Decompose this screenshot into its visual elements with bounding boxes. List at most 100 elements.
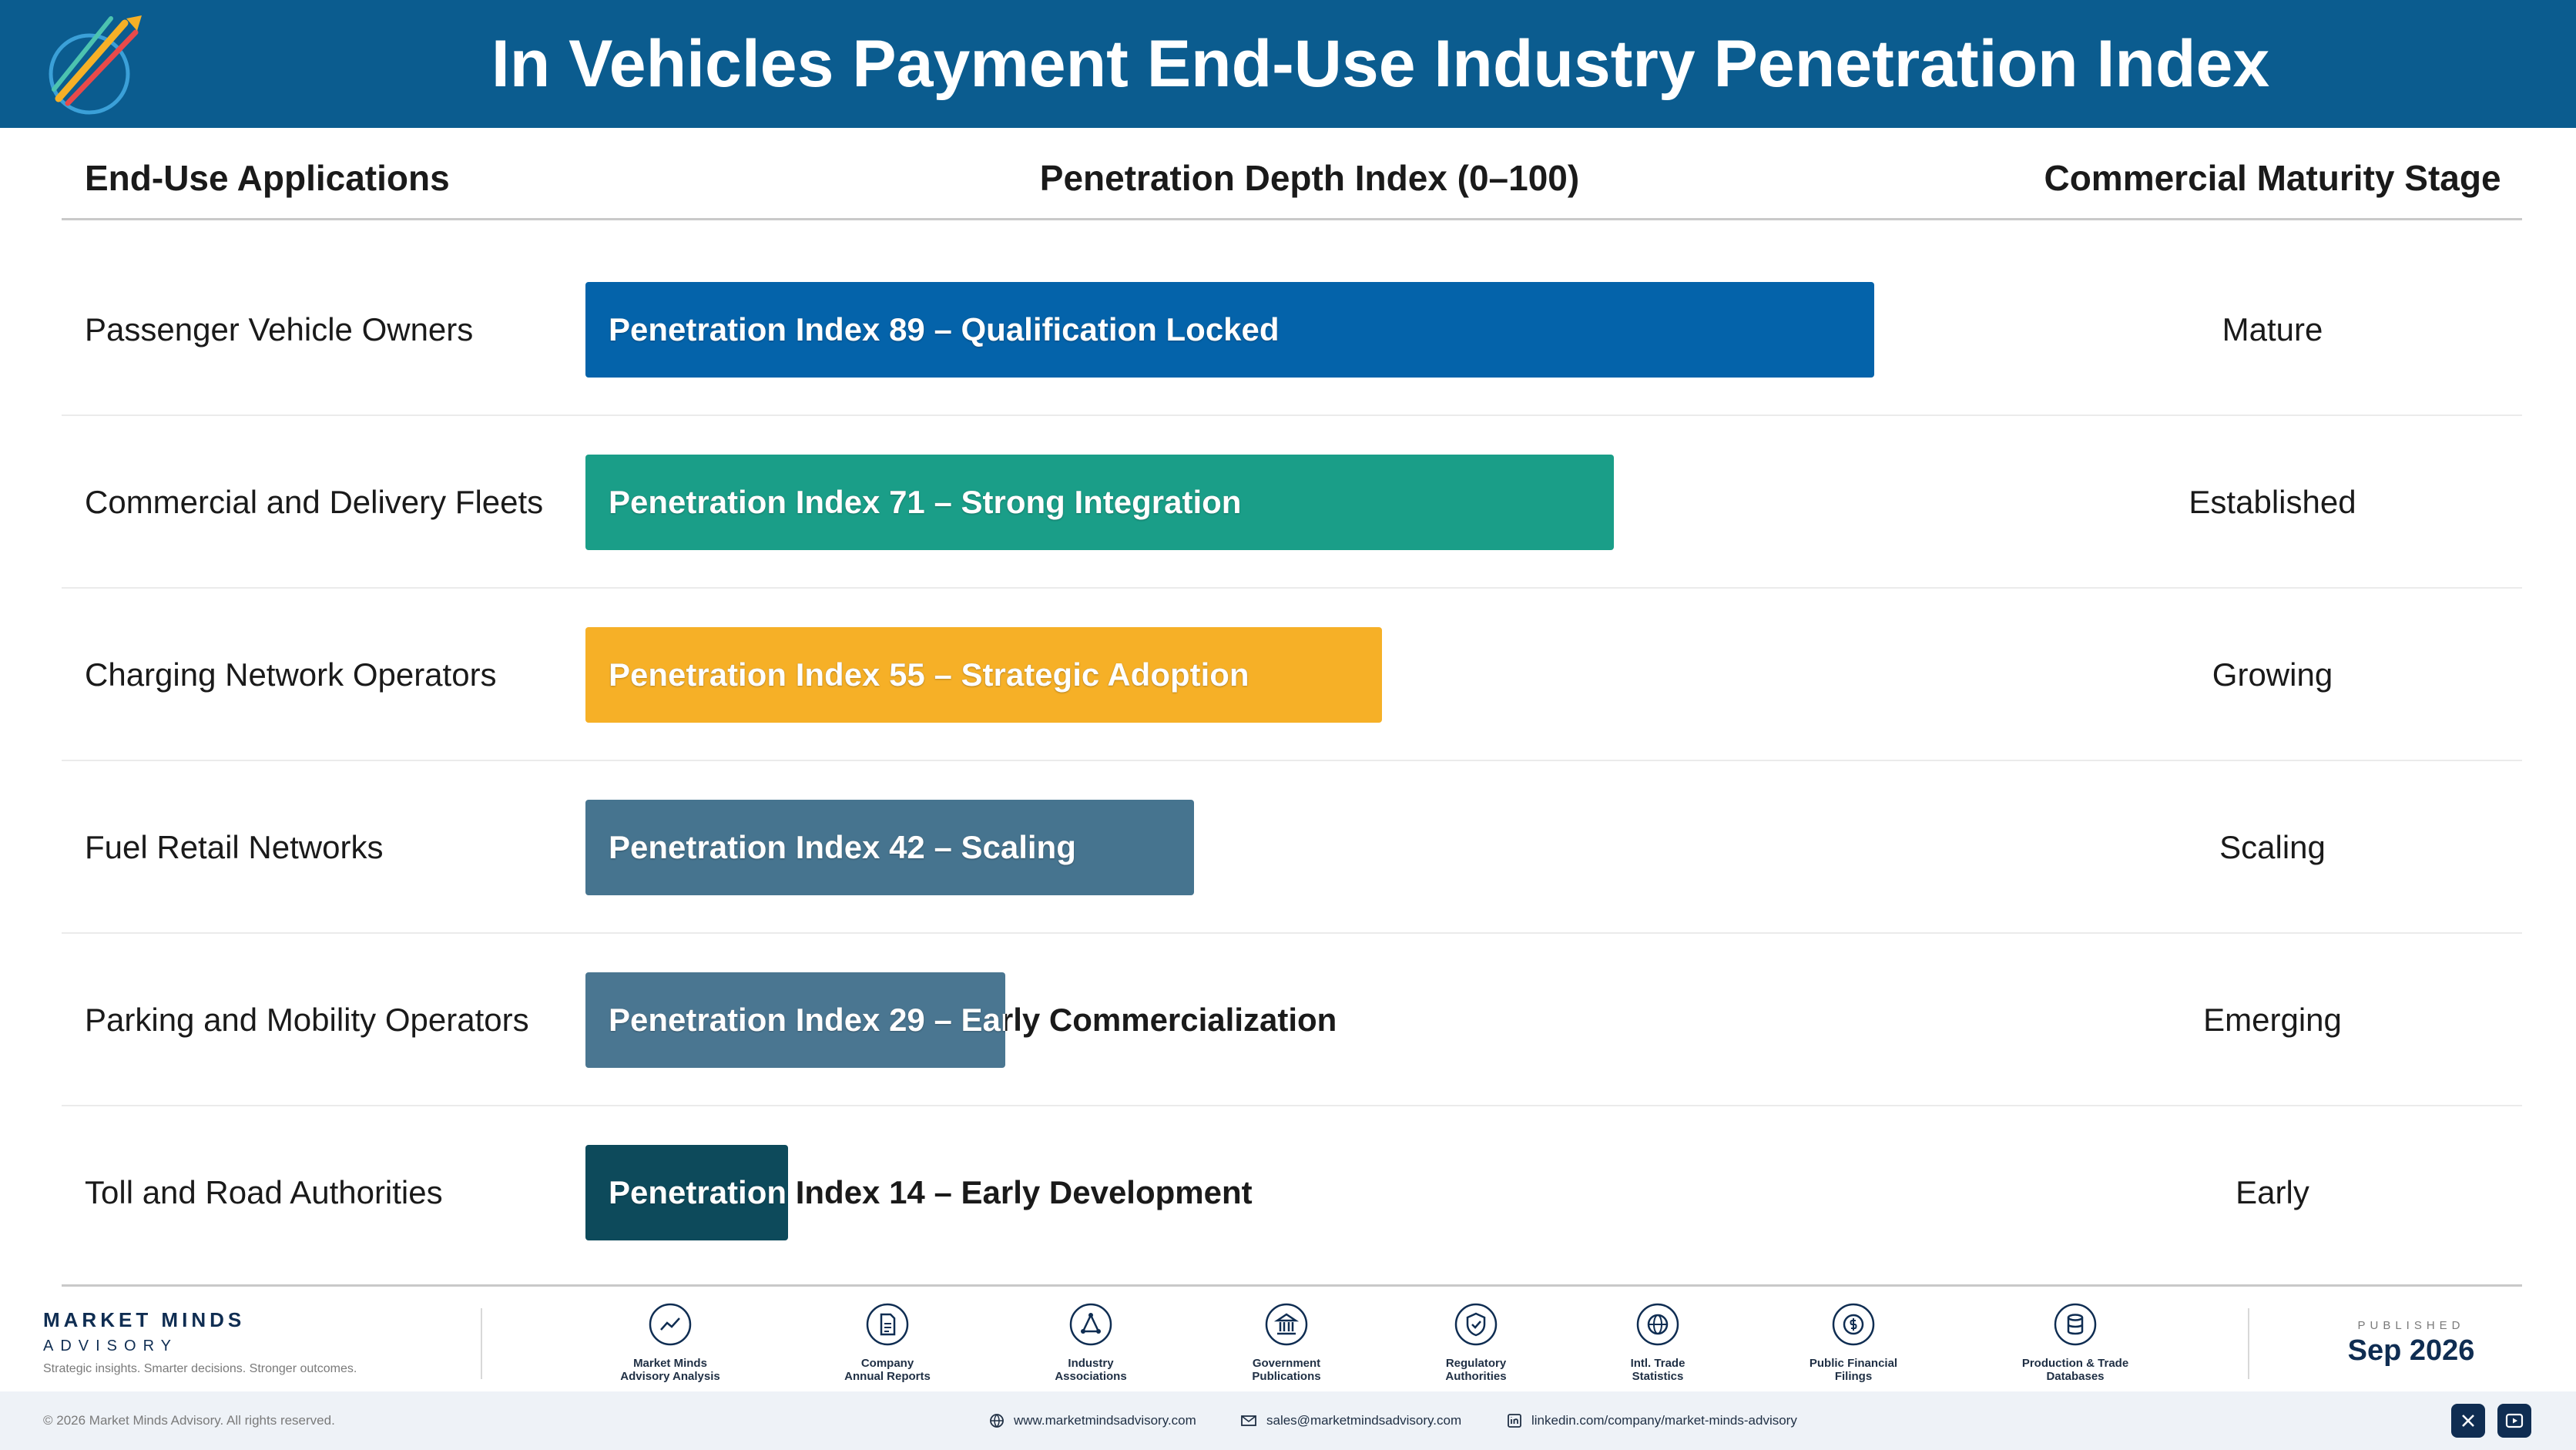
globe-icon: [1636, 1303, 1679, 1346]
page-title: In Vehicles Payment End-Use Industry Pen…: [491, 27, 2270, 101]
brand-tagline: Strategic insights. Smarter decisions. S…: [43, 1362, 357, 1375]
bar: [585, 282, 1874, 378]
government-building-icon: [1265, 1303, 1308, 1346]
bar: [585, 455, 1614, 550]
source-item: Regulatory Authorities: [1391, 1302, 1561, 1383]
source-label-line2: Databases: [2046, 1370, 2105, 1383]
footer-divider: [2248, 1308, 2249, 1379]
maturity-stage: Emerging: [2203, 1002, 2342, 1038]
column-header-applications: End-Use Applications: [85, 158, 450, 198]
category-label: Commercial and Delivery Fleets: [85, 484, 544, 520]
bar-label: Penetration Index 14 – Early Development: [609, 1174, 1253, 1210]
category-label: Parking and Mobility Operators: [85, 1002, 529, 1038]
bar-label-overlay: Penetration Index 29 – Early Commerciali…: [609, 1002, 1005, 1038]
bar: [585, 972, 1005, 1068]
footer-divider: [481, 1308, 482, 1379]
database-icon: [2054, 1303, 2097, 1346]
website-link[interactable]: www.marketmindsadvisory.com: [989, 1391, 1196, 1450]
linkedin-link[interactable]: linkedin.com/company/market-minds-adviso…: [1507, 1391, 1797, 1450]
email-link[interactable]: sales@marketmindsadvisory.com: [1240, 1391, 1461, 1450]
category-label: Fuel Retail Networks: [85, 829, 384, 865]
document-icon: [866, 1303, 909, 1346]
row-divider: [62, 415, 2522, 416]
bar-label: Penetration Index 29 – Early Commerciali…: [609, 1002, 1337, 1038]
source-item: Intl. Trade Statistics: [1573, 1302, 1742, 1383]
linkedin-icon: [1508, 1414, 1521, 1428]
logo-icon: [49, 15, 142, 115]
youtube-logo-icon: [2505, 1413, 2524, 1428]
linkedin-text: linkedin.com/company/market-minds-adviso…: [1531, 1413, 1797, 1428]
brand-subtitle: ADVISORY: [43, 1338, 178, 1354]
source-label-line2: Statistics: [1632, 1370, 1684, 1383]
coin-icon: [1832, 1303, 1875, 1346]
chart-row: Fuel Retail Networks Penetration Index 42…: [62, 761, 2522, 934]
bar: [585, 627, 1382, 723]
maturity-stage: Mature: [2222, 311, 2323, 347]
row-divider: [62, 587, 2522, 589]
chart-bottom-divider: [62, 1284, 2522, 1287]
x-logo-icon: [2462, 1415, 2474, 1427]
chart-line-icon: [649, 1303, 692, 1346]
category-label: Passenger Vehicle Owners: [85, 311, 474, 347]
bar-label: Penetration Index 71 – Strong Integratio…: [609, 484, 1242, 520]
maturity-stage: Scaling: [2219, 829, 2326, 865]
bar-label-overlay: Penetration Index 42 – Scaling: [609, 829, 1076, 865]
website-text: www.marketmindsadvisory.com: [1014, 1413, 1196, 1428]
maturity-stage: Early: [2236, 1174, 2309, 1210]
header-divider: [62, 218, 2522, 220]
source-label-line1: Intl. Trade: [1630, 1357, 1685, 1370]
brand-name: MARKET MINDS: [43, 1308, 246, 1331]
mail-icon: [1241, 1415, 1256, 1426]
source-label-line1: Government: [1252, 1357, 1321, 1370]
maturity-stage: Growing: [2212, 656, 2333, 693]
network-icon: [1069, 1303, 1112, 1346]
source-label-line2: Annual Reports: [844, 1370, 931, 1383]
category-label: Charging Network Operators: [85, 656, 497, 693]
bar-label-overlay: Penetration Index 14 – Early Development: [609, 1174, 788, 1210]
shield-check-icon: [1454, 1303, 1498, 1346]
source-label-line2: Publications: [1252, 1370, 1321, 1383]
source-label-line1: Production & Trade: [2021, 1357, 2129, 1370]
maturity-stage: Established: [2189, 484, 2356, 520]
bar-label-overlay: Penetration Index 55 – Strategic Adoptio…: [609, 656, 1249, 693]
published-date: Sep 2026: [2347, 1334, 2475, 1367]
published-label: PUBLISHED: [2357, 1319, 2465, 1332]
chart-row: Passenger Vehicle Owners Penetration Inde…: [62, 243, 2522, 416]
source-item: Government Publications: [1202, 1302, 1371, 1383]
column-header-stage: Commercial Maturity Stage: [2044, 158, 2501, 198]
copyright-text: © 2026 Market Minds Advisory. All rights…: [43, 1413, 335, 1428]
bar: [585, 1145, 788, 1240]
bar-label: Penetration Index 42 – Scaling: [609, 829, 1076, 865]
chart-row: Commercial and Delivery Fleets Penetratio…: [62, 416, 2522, 589]
bar-label: Penetration Index 89 – Qualification Loc…: [609, 311, 1280, 347]
bar: [585, 800, 1194, 895]
row-divider: [62, 932, 2522, 934]
contact-band: © 2026 Market Minds Advisory. All rights…: [0, 1391, 2576, 1450]
bar-label: Penetration Index 55 – Strategic Adoptio…: [609, 656, 1249, 693]
email-text: sales@marketmindsadvisory.com: [1266, 1413, 1462, 1428]
source-label-line1: Public Financial: [1809, 1357, 1898, 1370]
header-banner: In Vehicles Payment End-Use Industry Pen…: [0, 0, 2576, 128]
source-item: Company Annual Reports: [803, 1302, 972, 1383]
chart-row: Parking and Mobility Operators Penetratio…: [62, 934, 2522, 1106]
chart-row: Charging Network Operators Penetration In…: [62, 589, 2522, 761]
source-label-line1: Regulatory: [1445, 1357, 1507, 1370]
row-divider: [62, 1105, 2522, 1106]
source-label-line1: Industry: [1068, 1357, 1114, 1370]
bar-label-overlay: Penetration Index 89 – Qualification Loc…: [609, 311, 1280, 347]
source-label-line1: Market Minds: [633, 1357, 707, 1370]
source-label-line2: Advisory Analysis: [620, 1370, 720, 1383]
chart-row: Toll and Road Authorities Penetration Ind…: [62, 1106, 2522, 1279]
source-item: Market Minds Advisory Analysis: [585, 1302, 755, 1383]
source-label-line2: Filings: [1834, 1370, 1873, 1383]
column-header-index: Penetration Depth Index (0–100): [1039, 158, 1580, 198]
source-label-line2: Authorities: [1445, 1370, 1507, 1383]
source-label-line2: Associations: [1055, 1370, 1127, 1383]
source-item: Industry Associations: [1006, 1302, 1176, 1383]
row-divider: [62, 760, 2522, 761]
category-label: Toll and Road Authorities: [85, 1174, 443, 1210]
source-label-line1: Company: [860, 1357, 914, 1370]
bar-label-overlay: Penetration Index 71 – Strong Integratio…: [609, 484, 1242, 520]
youtube-social-button[interactable]: [2497, 1404, 2531, 1438]
x-social-button[interactable]: [2451, 1404, 2485, 1438]
